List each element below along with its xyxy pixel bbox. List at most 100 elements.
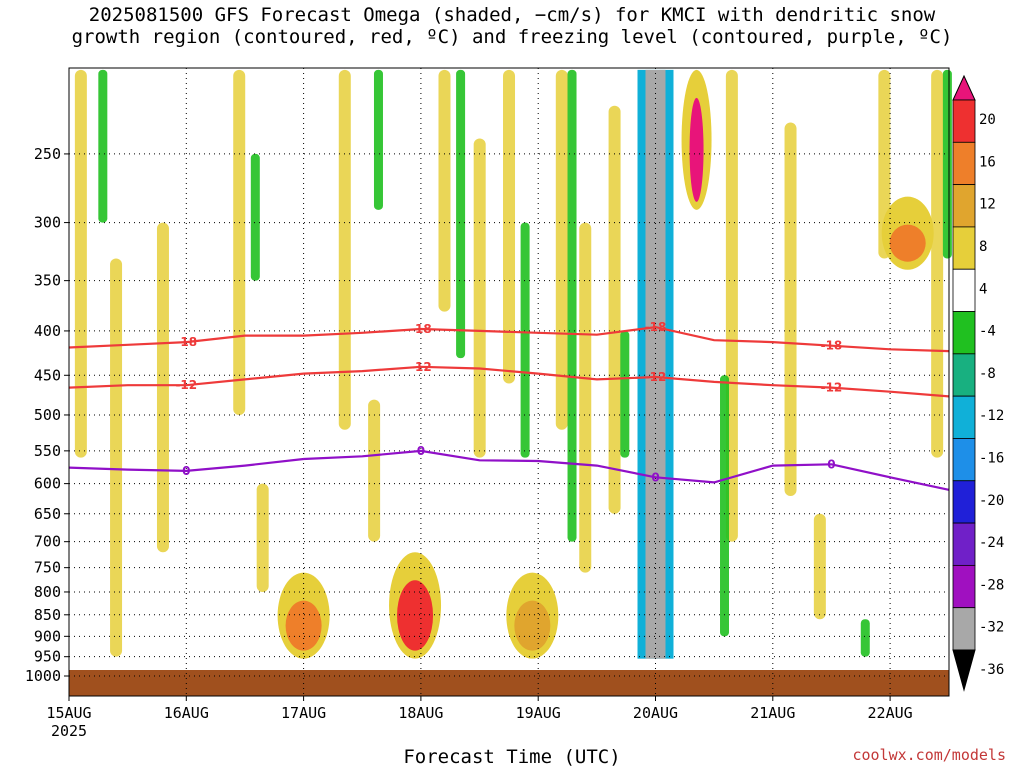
- contour-label-0-1: -18: [410, 322, 432, 336]
- x-axis-ticks: 15AUG 16AUG 17AUG 18AUG 19AUG 20AUG 21AUG 22AUG…: [46, 696, 913, 740]
- colorbar-swatch-6: [952, 311, 976, 355]
- omega-sink-streak-8: [860, 619, 870, 657]
- y-tick-label-950: 950: [34, 648, 61, 666]
- omega-sink-streak-3: [456, 69, 466, 359]
- omega-region-0: [285, 600, 322, 651]
- y-axis-ticks: 250 300 350 400 450 500 550 600 650 700 750 800 850 9…: [25, 145, 69, 685]
- contour-label-2-3: 0: [827, 457, 835, 471]
- y-tick-label-800: 800: [34, 583, 61, 601]
- contour-line-2: [68, 449, 950, 491]
- omega-region-1: [397, 580, 434, 651]
- omega-region-3: [645, 69, 666, 659]
- omega-streak-0: [74, 69, 87, 458]
- omega-streak-17: [813, 513, 826, 620]
- contour-label-2-1: 0: [417, 444, 425, 458]
- omega-sink-streak-9: [942, 69, 952, 259]
- ground-surface: [69, 670, 949, 696]
- colorbar-tick-6: -8: [979, 366, 996, 382]
- contour-label-0-0: -18: [175, 335, 197, 349]
- omega-streak-3: [233, 69, 246, 415]
- x-axis-label: Forecast Time (UTC): [403, 746, 621, 768]
- y-tick-label-450: 450: [34, 366, 61, 384]
- contour-label-1-3: -12: [821, 381, 843, 395]
- colorbar-swatch-2: [952, 141, 976, 186]
- y-tick-label-700: 700: [34, 533, 61, 551]
- colorbar-swatch-8: [952, 395, 976, 439]
- omega-streak-10: [555, 69, 568, 430]
- colorbar-swatch-12: [952, 564, 976, 609]
- grid-lines: [68, 68, 949, 696]
- omega-streak-6: [368, 399, 381, 542]
- omega-streak-9: [503, 69, 516, 384]
- colorbar-swatch-5: [952, 268, 976, 312]
- y-tick-label-250: 250: [34, 145, 61, 163]
- colorbar-tick-5: -4: [979, 324, 996, 340]
- colorbar-swatch-7: [952, 353, 976, 397]
- contour-label-2-2: 0: [651, 470, 659, 484]
- contour-label-1-2: -12: [645, 370, 667, 384]
- chart-title: 2025081500 GFS Forecast Omega (shaded, −…: [0, 4, 1024, 48]
- x-year-label: 2025: [51, 722, 87, 740]
- contour-label-0-3: -18: [821, 339, 843, 353]
- ground-fill: [69, 670, 949, 696]
- y-tick-label-500: 500: [34, 406, 61, 424]
- y-tick-label-300: 300: [34, 214, 61, 232]
- colorbar-swatch-4: [952, 226, 976, 270]
- omega-streak-14: [784, 122, 797, 496]
- contour-label-0-2: -18: [645, 320, 667, 334]
- y-tick-label-750: 750: [34, 559, 61, 577]
- x-tick-label-19AUG: 19AUG: [516, 704, 561, 722]
- colorbar-tick-12: -32: [979, 620, 1004, 636]
- omega-streak-11: [579, 222, 592, 573]
- colorbar-tick-10: -24: [979, 535, 1004, 551]
- omega-streak-4: [256, 483, 269, 592]
- y-tick-label-1000: 1000: [25, 667, 61, 685]
- colorbar-top-arrow: [952, 74, 976, 101]
- y-tick-label-550: 550: [34, 442, 61, 460]
- omega-sink-streak-1: [250, 153, 260, 281]
- colorbar-swatch-1: [952, 99, 976, 143]
- omega-streak-7: [438, 69, 451, 312]
- colorbar-tick-11: -28: [979, 577, 1004, 593]
- omega-streak-2: [156, 222, 169, 553]
- omega-streak-16: [931, 69, 944, 458]
- chart-title-line-1: 2025081500 GFS Forecast Omega (shaded, −…: [88, 4, 936, 26]
- colorbar-swatch-13: [952, 607, 976, 651]
- source-credit: coolwx.com/models: [852, 746, 1006, 764]
- x-tick-label-15AUG: 15AUG: [46, 704, 91, 722]
- contour-label-1-0: -12: [175, 378, 197, 392]
- colorbar-swatch-10: [952, 480, 976, 524]
- plot-border: [68, 67, 950, 697]
- omega-streak-8: [473, 138, 486, 458]
- omega-sink-streak-4: [520, 222, 530, 458]
- x-tick-label-21AUG: 21AUG: [750, 704, 795, 722]
- colorbar-tick-8: -16: [979, 451, 1004, 467]
- y-tick-label-650: 650: [34, 505, 61, 523]
- omega-streak-1: [110, 258, 123, 657]
- y-tick-label-850: 850: [34, 606, 61, 624]
- colorbar-tick-7: -12: [979, 408, 1004, 424]
- omega-streak-12: [608, 105, 621, 514]
- omega-region-4: [689, 97, 704, 202]
- x-tick-label-20AUG: 20AUG: [633, 704, 678, 722]
- omega-sink-streak-5: [567, 69, 577, 542]
- omega-sink-streak-7: [720, 375, 730, 637]
- omega-sink-streak-2: [373, 69, 383, 210]
- omega-sink-streak-6: [620, 330, 630, 458]
- colorbar-swatch-11: [952, 522, 976, 566]
- plot-frame: [68, 67, 950, 697]
- x-tick-label-16AUG: 16AUG: [164, 704, 209, 722]
- colorbar-tick-3: 8: [979, 239, 987, 255]
- x-tick-label-18AUG: 18AUG: [398, 704, 443, 722]
- omega-region-5: [889, 224, 926, 262]
- colorbar-tick-0: 20: [979, 112, 996, 128]
- x-tick-label-22AUG: 22AUG: [868, 704, 913, 722]
- y-tick-label-900: 900: [34, 627, 61, 645]
- omega-streak-5: [338, 69, 351, 430]
- contour-label-2-0: 0: [182, 464, 190, 478]
- colorbar-tick-2: 12: [979, 197, 996, 213]
- colorbar-tick-9: -20: [979, 493, 1004, 509]
- contour-label-1-1: -12: [410, 360, 432, 374]
- y-tick-label-600: 600: [34, 475, 61, 493]
